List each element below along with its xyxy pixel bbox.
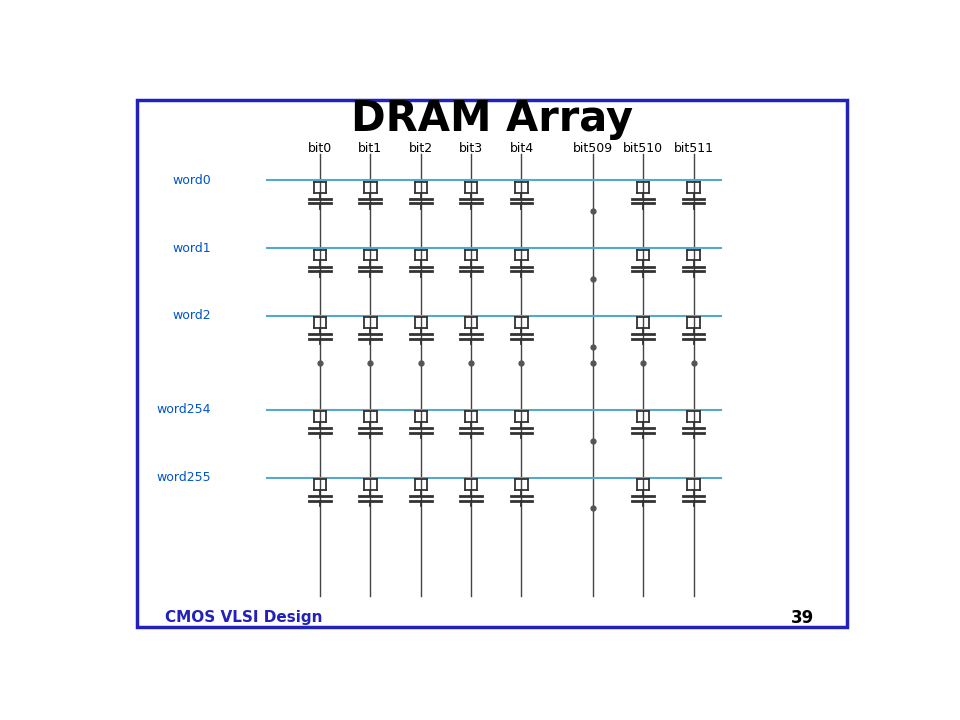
Text: bit511: bit511	[674, 142, 713, 155]
Text: bit2: bit2	[409, 142, 433, 155]
Text: bit1: bit1	[358, 142, 382, 155]
Text: word2: word2	[173, 310, 211, 323]
Text: bit509: bit509	[573, 142, 612, 155]
Text: bit510: bit510	[623, 142, 663, 155]
Text: DRAM Array: DRAM Array	[351, 98, 633, 140]
FancyBboxPatch shape	[137, 100, 847, 627]
Text: bit0: bit0	[308, 142, 332, 155]
Text: CMOS VLSI Design: CMOS VLSI Design	[165, 611, 323, 625]
Text: word255: word255	[156, 471, 211, 484]
Text: word0: word0	[173, 174, 211, 186]
Text: word254: word254	[156, 403, 211, 416]
Text: bit4: bit4	[510, 142, 534, 155]
Text: word1: word1	[173, 242, 211, 255]
Text: 39: 39	[790, 608, 814, 626]
Text: bit3: bit3	[459, 142, 483, 155]
